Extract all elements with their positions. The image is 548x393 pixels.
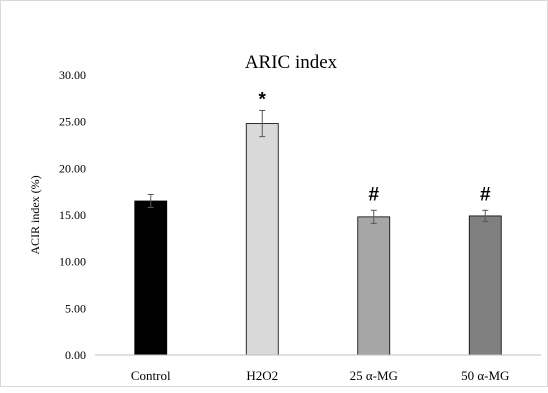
error-bar: [147, 193, 154, 209]
significance-marker: #: [368, 184, 379, 205]
bars: [134, 123, 502, 356]
category-label: H2O2: [246, 368, 278, 383]
error-bar: [370, 209, 377, 224]
y-tick-label: 20.00: [59, 161, 86, 175]
category-label: 50 α-MG: [461, 368, 509, 383]
y-tick-label: 0.00: [65, 348, 86, 362]
category-labels: Control H2O2 25 α-MG 50 α-MG: [131, 368, 510, 383]
bar: [134, 200, 168, 356]
y-tick-label: 15.00: [59, 208, 86, 222]
y-tick-label: 25.00: [59, 115, 86, 129]
y-axis-ticks: 0.00 5.00 10.00 15.00 20.00 25.00 30.00: [59, 68, 86, 362]
y-tick-label: 10.00: [59, 255, 86, 269]
y-tick-label: 5.00: [65, 301, 86, 315]
category-label: Control: [131, 368, 171, 383]
significance-marker: *: [259, 89, 267, 110]
significance-marker: #: [480, 184, 491, 205]
chart-title: ARIC index: [245, 52, 338, 73]
error-bars: [147, 109, 489, 224]
y-tick-label: 30.00: [59, 68, 86, 82]
category-label: 25 α-MG: [350, 368, 398, 383]
bar: [357, 216, 391, 356]
y-axis-label: ACIR index (%): [28, 175, 42, 254]
bar: [245, 123, 279, 356]
error-bar: [259, 109, 266, 138]
bar: [468, 215, 502, 356]
significance-markers: * # #: [259, 89, 491, 205]
error-bar: [482, 209, 489, 223]
